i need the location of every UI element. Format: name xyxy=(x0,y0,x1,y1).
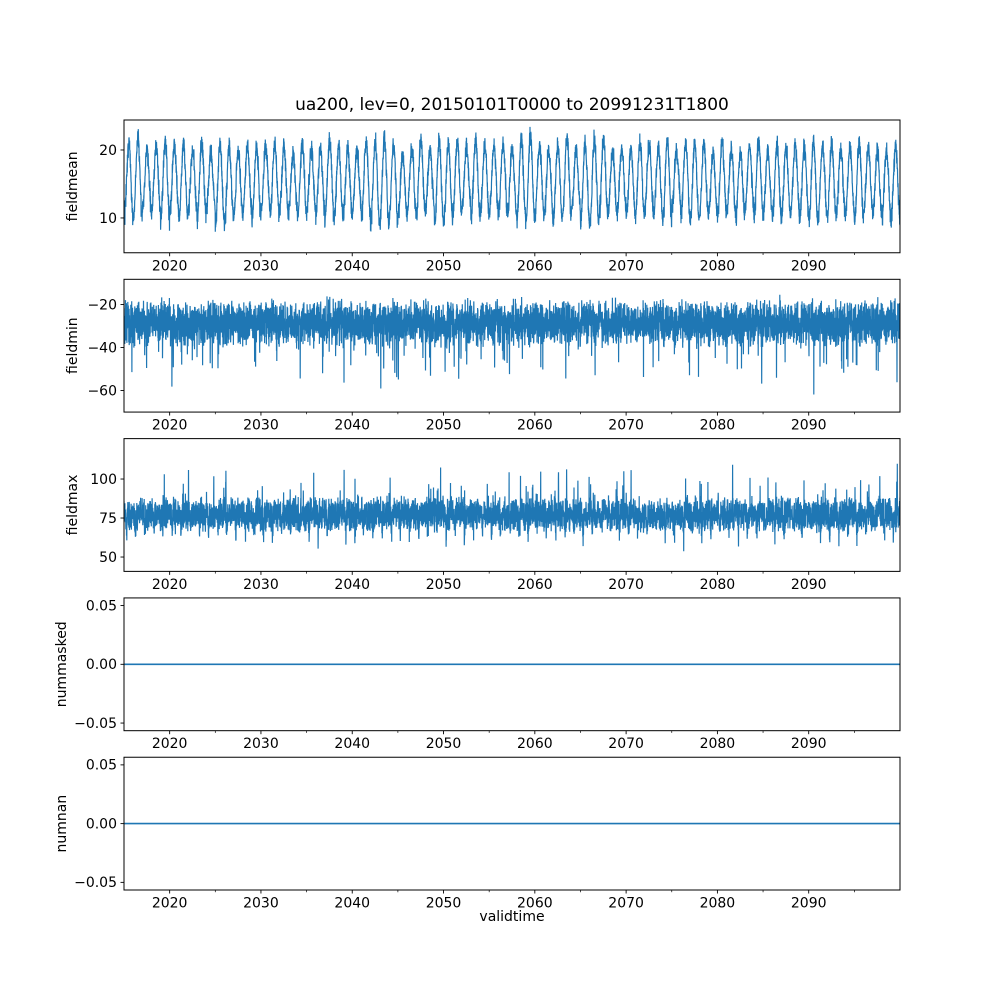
x-tick-label: 2030 xyxy=(243,577,279,593)
y-tick-label: 0.00 xyxy=(86,657,117,673)
fieldmax-axes-frame xyxy=(123,438,901,572)
x-tick-label: 2040 xyxy=(334,736,370,752)
x-tick-label: 2060 xyxy=(517,736,553,752)
x-tick-label: 2070 xyxy=(608,736,644,752)
x-tick-label: 2080 xyxy=(700,577,736,593)
x-tick-label: 2040 xyxy=(334,577,370,593)
x-tick-label: 2070 xyxy=(608,418,644,434)
x-tick-label: 2030 xyxy=(243,736,279,752)
subplots-container: 2020 2030 2040 2050 2060 2070 2080 209010202020… xyxy=(74,119,901,912)
y-axis-label-fieldmax: fieldmax xyxy=(65,475,81,536)
y-tick-label: 100 xyxy=(90,472,117,488)
x-tick-label: 2090 xyxy=(791,258,827,274)
y-tick-label: 50 xyxy=(99,550,117,566)
x-tick-label: 2030 xyxy=(243,418,279,434)
y-axis-label-fieldmean: fieldmean xyxy=(65,151,81,221)
x-tick-label: 2020 xyxy=(152,258,188,274)
y-tick-label: −40 xyxy=(87,340,117,356)
x-tick-label: 2080 xyxy=(700,418,736,434)
x-tick-label: 2020 xyxy=(152,896,188,912)
x-tick-label: 2050 xyxy=(426,736,462,752)
y-tick-label: 0.05 xyxy=(86,758,117,774)
x-tick-label: 2080 xyxy=(700,736,736,752)
x-tick-label: 2050 xyxy=(426,896,462,912)
y-tick-label: −0.05 xyxy=(74,875,117,891)
x-tick-label: 2060 xyxy=(517,418,553,434)
y-tick-label: −20 xyxy=(87,297,117,313)
fieldmin-series-line xyxy=(124,294,900,395)
x-tick-label: 2060 xyxy=(517,896,553,912)
fieldmax-series-line xyxy=(124,463,900,552)
subplot-fieldmax: 2020 2030 2040 2050 2060 2070 2080 2090 50 75 100 xyxy=(90,438,901,593)
x-axis-label: validtime xyxy=(479,909,544,925)
x-tick-label: 2080 xyxy=(700,258,736,274)
subplot-numnan: 2020 2030 2040 2050 2060 2070 2080 2090 0.05 0.00… xyxy=(74,756,901,912)
x-tick-label: 2020 xyxy=(152,577,188,593)
y-axis-label-fieldmin: fieldmin xyxy=(65,317,81,374)
subplot-nummasked: 2020 2030 2040 2050 2060 2070 2080 2090 0.05 0.00… xyxy=(74,597,901,752)
subplot-fieldmean: 2020 2030 2040 2050 2060 2070 2080 2090 10 20 xyxy=(99,119,901,274)
x-tick-label: 2060 xyxy=(517,577,553,593)
x-tick-label: 2020 xyxy=(152,418,188,434)
figure-title: ua200, lev=0, 20150101T0000 to 20991231T… xyxy=(295,95,729,115)
x-tick-label: 2040 xyxy=(334,258,370,274)
y-tick-label: 75 xyxy=(99,511,117,527)
y-tick-label: 0.00 xyxy=(86,816,117,832)
x-tick-label: 2030 xyxy=(243,896,279,912)
y-axis-label-numnan: numnan xyxy=(54,795,70,853)
x-tick-label: 2050 xyxy=(426,577,462,593)
x-tick-label: 2090 xyxy=(791,736,827,752)
x-tick-label: 2050 xyxy=(426,418,462,434)
x-tick-label: 2070 xyxy=(608,577,644,593)
x-tick-label: 2050 xyxy=(426,258,462,274)
fieldmean-series-line xyxy=(124,126,900,232)
x-tick-label: 2070 xyxy=(608,258,644,274)
y-tick-label: 20 xyxy=(99,143,117,159)
fieldmin-plot-area xyxy=(124,279,900,413)
x-tick-label: 2040 xyxy=(334,418,370,434)
y-tick-label: 10 xyxy=(99,211,117,227)
fieldmin-axes-frame xyxy=(123,278,901,413)
y-tick-label: −60 xyxy=(87,383,117,399)
x-tick-label: 2030 xyxy=(243,258,279,274)
fieldmean-axes-frame xyxy=(123,119,901,254)
y-tick-label: −0.05 xyxy=(74,716,117,732)
x-tick-label: 2090 xyxy=(791,418,827,434)
y-axis-label-nummasked: nummasked xyxy=(54,621,70,707)
x-tick-label: 2090 xyxy=(791,577,827,593)
x-tick-label: 2070 xyxy=(608,896,644,912)
x-tick-label: 2080 xyxy=(700,896,736,912)
x-tick-label: 2090 xyxy=(791,896,827,912)
x-tick-label: 2060 xyxy=(517,258,553,274)
x-tick-label: 2020 xyxy=(152,736,188,752)
x-tick-label: 2040 xyxy=(334,896,370,912)
subplot-fieldmin: 2020 2030 2040 2050 2060 2070 2080 2090 −20 −40 −6… xyxy=(87,278,901,434)
y-tick-label: 0.05 xyxy=(86,598,117,614)
